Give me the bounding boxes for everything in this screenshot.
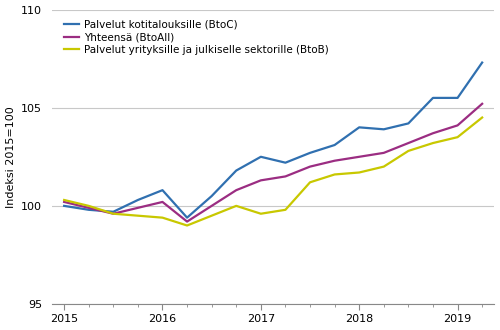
Yhteensä (BtoAll): [307, 165, 313, 169]
Y-axis label: Indeksi 2015=100: Indeksi 2015=100: [6, 106, 16, 208]
Palvelut yrityksille ja julkiselle sektorille (BtoB): [406, 149, 411, 153]
Yhteensä (BtoAll): [86, 206, 91, 210]
Palvelut yrityksille ja julkiselle sektorille (BtoB): [258, 212, 264, 216]
Palvelut kotitalouksille (BtoC): [454, 96, 460, 100]
Yhteensä (BtoAll): [454, 123, 460, 127]
Palvelut yrityksille ja julkiselle sektorille (BtoB): [479, 115, 485, 119]
Yhteensä (BtoAll): [282, 175, 288, 179]
Yhteensä (BtoAll): [184, 219, 190, 223]
Yhteensä (BtoAll): [208, 204, 214, 208]
Line: Palvelut kotitalouksille (BtoC): Palvelut kotitalouksille (BtoC): [64, 63, 482, 218]
Legend: Palvelut kotitalouksille (BtoC), Yhteensä (BtoAll), Palvelut yrityksille ja julk: Palvelut kotitalouksille (BtoC), Yhteens…: [62, 18, 331, 57]
Palvelut kotitalouksille (BtoC): [479, 61, 485, 65]
Yhteensä (BtoAll): [258, 179, 264, 182]
Palvelut yrityksille ja julkiselle sektorille (BtoB): [381, 165, 387, 169]
Yhteensä (BtoAll): [479, 102, 485, 106]
Palvelut yrityksille ja julkiselle sektorille (BtoB): [454, 135, 460, 139]
Palvelut yrityksille ja julkiselle sektorille (BtoB): [234, 204, 239, 208]
Palvelut kotitalouksille (BtoC): [234, 169, 239, 173]
Palvelut yrityksille ja julkiselle sektorille (BtoB): [332, 173, 338, 177]
Palvelut kotitalouksille (BtoC): [184, 216, 190, 220]
Palvelut kotitalouksille (BtoC): [160, 188, 166, 192]
Palvelut yrityksille ja julkiselle sektorille (BtoB): [160, 216, 166, 220]
Palvelut yrityksille ja julkiselle sektorille (BtoB): [307, 180, 313, 184]
Yhteensä (BtoAll): [406, 141, 411, 145]
Line: Yhteensä (BtoAll): Yhteensä (BtoAll): [64, 104, 482, 221]
Palvelut kotitalouksille (BtoC): [332, 143, 338, 147]
Palvelut kotitalouksille (BtoC): [86, 208, 91, 212]
Palvelut kotitalouksille (BtoC): [135, 198, 141, 202]
Palvelut yrityksille ja julkiselle sektorille (BtoB): [184, 223, 190, 227]
Palvelut kotitalouksille (BtoC): [110, 210, 116, 214]
Palvelut kotitalouksille (BtoC): [430, 96, 436, 100]
Palvelut yrityksille ja julkiselle sektorille (BtoB): [61, 198, 67, 202]
Palvelut yrityksille ja julkiselle sektorille (BtoB): [208, 214, 214, 218]
Yhteensä (BtoAll): [234, 188, 239, 192]
Palvelut yrityksille ja julkiselle sektorille (BtoB): [110, 212, 116, 216]
Palvelut yrityksille ja julkiselle sektorille (BtoB): [282, 208, 288, 212]
Yhteensä (BtoAll): [160, 200, 166, 204]
Yhteensä (BtoAll): [61, 200, 67, 204]
Palvelut yrityksille ja julkiselle sektorille (BtoB): [356, 171, 362, 175]
Palvelut kotitalouksille (BtoC): [208, 194, 214, 198]
Palvelut yrityksille ja julkiselle sektorille (BtoB): [135, 214, 141, 218]
Yhteensä (BtoAll): [430, 131, 436, 135]
Palvelut kotitalouksille (BtoC): [381, 127, 387, 131]
Palvelut kotitalouksille (BtoC): [307, 151, 313, 155]
Yhteensä (BtoAll): [135, 206, 141, 210]
Yhteensä (BtoAll): [356, 155, 362, 159]
Yhteensä (BtoAll): [381, 151, 387, 155]
Palvelut yrityksille ja julkiselle sektorille (BtoB): [430, 141, 436, 145]
Yhteensä (BtoAll): [110, 212, 116, 216]
Palvelut kotitalouksille (BtoC): [61, 204, 67, 208]
Line: Palvelut yrityksille ja julkiselle sektorille (BtoB): Palvelut yrityksille ja julkiselle sekto…: [64, 117, 482, 225]
Palvelut kotitalouksille (BtoC): [258, 155, 264, 159]
Palvelut yrityksille ja julkiselle sektorille (BtoB): [86, 204, 91, 208]
Yhteensä (BtoAll): [332, 159, 338, 163]
Palvelut kotitalouksille (BtoC): [406, 121, 411, 125]
Palvelut kotitalouksille (BtoC): [282, 161, 288, 165]
Palvelut kotitalouksille (BtoC): [356, 125, 362, 129]
